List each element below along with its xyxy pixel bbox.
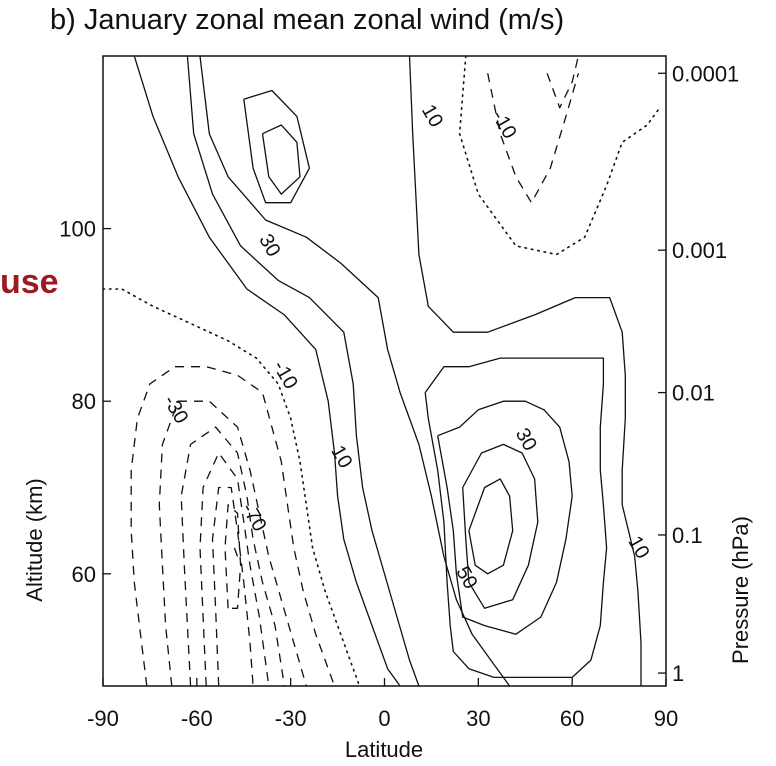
contour-line-3 [243, 89, 311, 204]
contour-line-10 [458, 56, 661, 256]
contour-line-15 [158, 400, 307, 686]
y2-tick-label: 0.001 [672, 238, 727, 263]
contour-label: -10 [487, 107, 521, 143]
x-tick-label: 60 [560, 706, 584, 731]
plot-frame [102, 55, 667, 687]
contour-line-20 [233, 547, 239, 557]
contour-line-0 [133, 56, 401, 686]
contour-line-11 [487, 73, 580, 204]
contour-label: -10 [268, 357, 302, 393]
contour-line-5 [408, 56, 642, 686]
contour-label: -70 [237, 499, 271, 535]
x-axis: -90 -60 -30 0 30 60 90 [87, 678, 678, 731]
y-tick-label: 100 [59, 217, 96, 242]
y-tick-label: 60 [72, 562, 96, 587]
contour-line-12 [546, 56, 580, 109]
chart-title: b) January zonal mean zonal wind (m/s) [50, 4, 565, 36]
x-tick-label: -60 [181, 706, 213, 731]
contour-line-7 [437, 400, 573, 635]
contour-label: 10 [623, 532, 653, 562]
x-tick-label: 0 [378, 706, 390, 731]
contour-line-16 [180, 426, 286, 686]
y-axis-label: Altitude (km) [22, 478, 47, 601]
contour-label: 30 [254, 230, 284, 260]
contour-line-9 [468, 478, 514, 575]
y2-tick-label: 0.0001 [672, 61, 739, 86]
x-tick-label: 90 [654, 706, 678, 731]
contour-line-4 [261, 124, 301, 195]
y2-tick-label: 0.01 [672, 381, 715, 406]
x-tick-label: -90 [87, 706, 119, 731]
contour-line-18 [211, 486, 254, 686]
contour-label: 10 [417, 101, 447, 131]
x-tick-label: -30 [275, 706, 307, 731]
contour-line-19 [224, 504, 242, 609]
x-tick-label: 30 [466, 706, 490, 731]
y-axis: 60 80 100 [59, 217, 111, 587]
overlay-text: use [0, 263, 59, 301]
contour-line-14 [130, 366, 336, 686]
contour-line-17 [199, 452, 270, 686]
y2-tick-label: 1 [672, 661, 684, 686]
y-tick-label: 80 [72, 389, 96, 414]
contour-line-13 [103, 288, 361, 686]
x-axis-label: Latitude [345, 737, 423, 762]
y2-tick-label: 0.1 [672, 523, 703, 548]
contour-lines [103, 56, 661, 686]
contour-label: 10 [326, 442, 356, 472]
contour-line-8 [462, 443, 539, 609]
contour-line-1 [186, 56, 420, 686]
y2-axis: 0.0001 0.001 0.01 0.1 1 [658, 61, 739, 686]
contour-label: -30 [159, 391, 193, 427]
contour-line-6 [424, 357, 608, 679]
y2-axis-label: Pressure (hPa) [728, 516, 753, 664]
